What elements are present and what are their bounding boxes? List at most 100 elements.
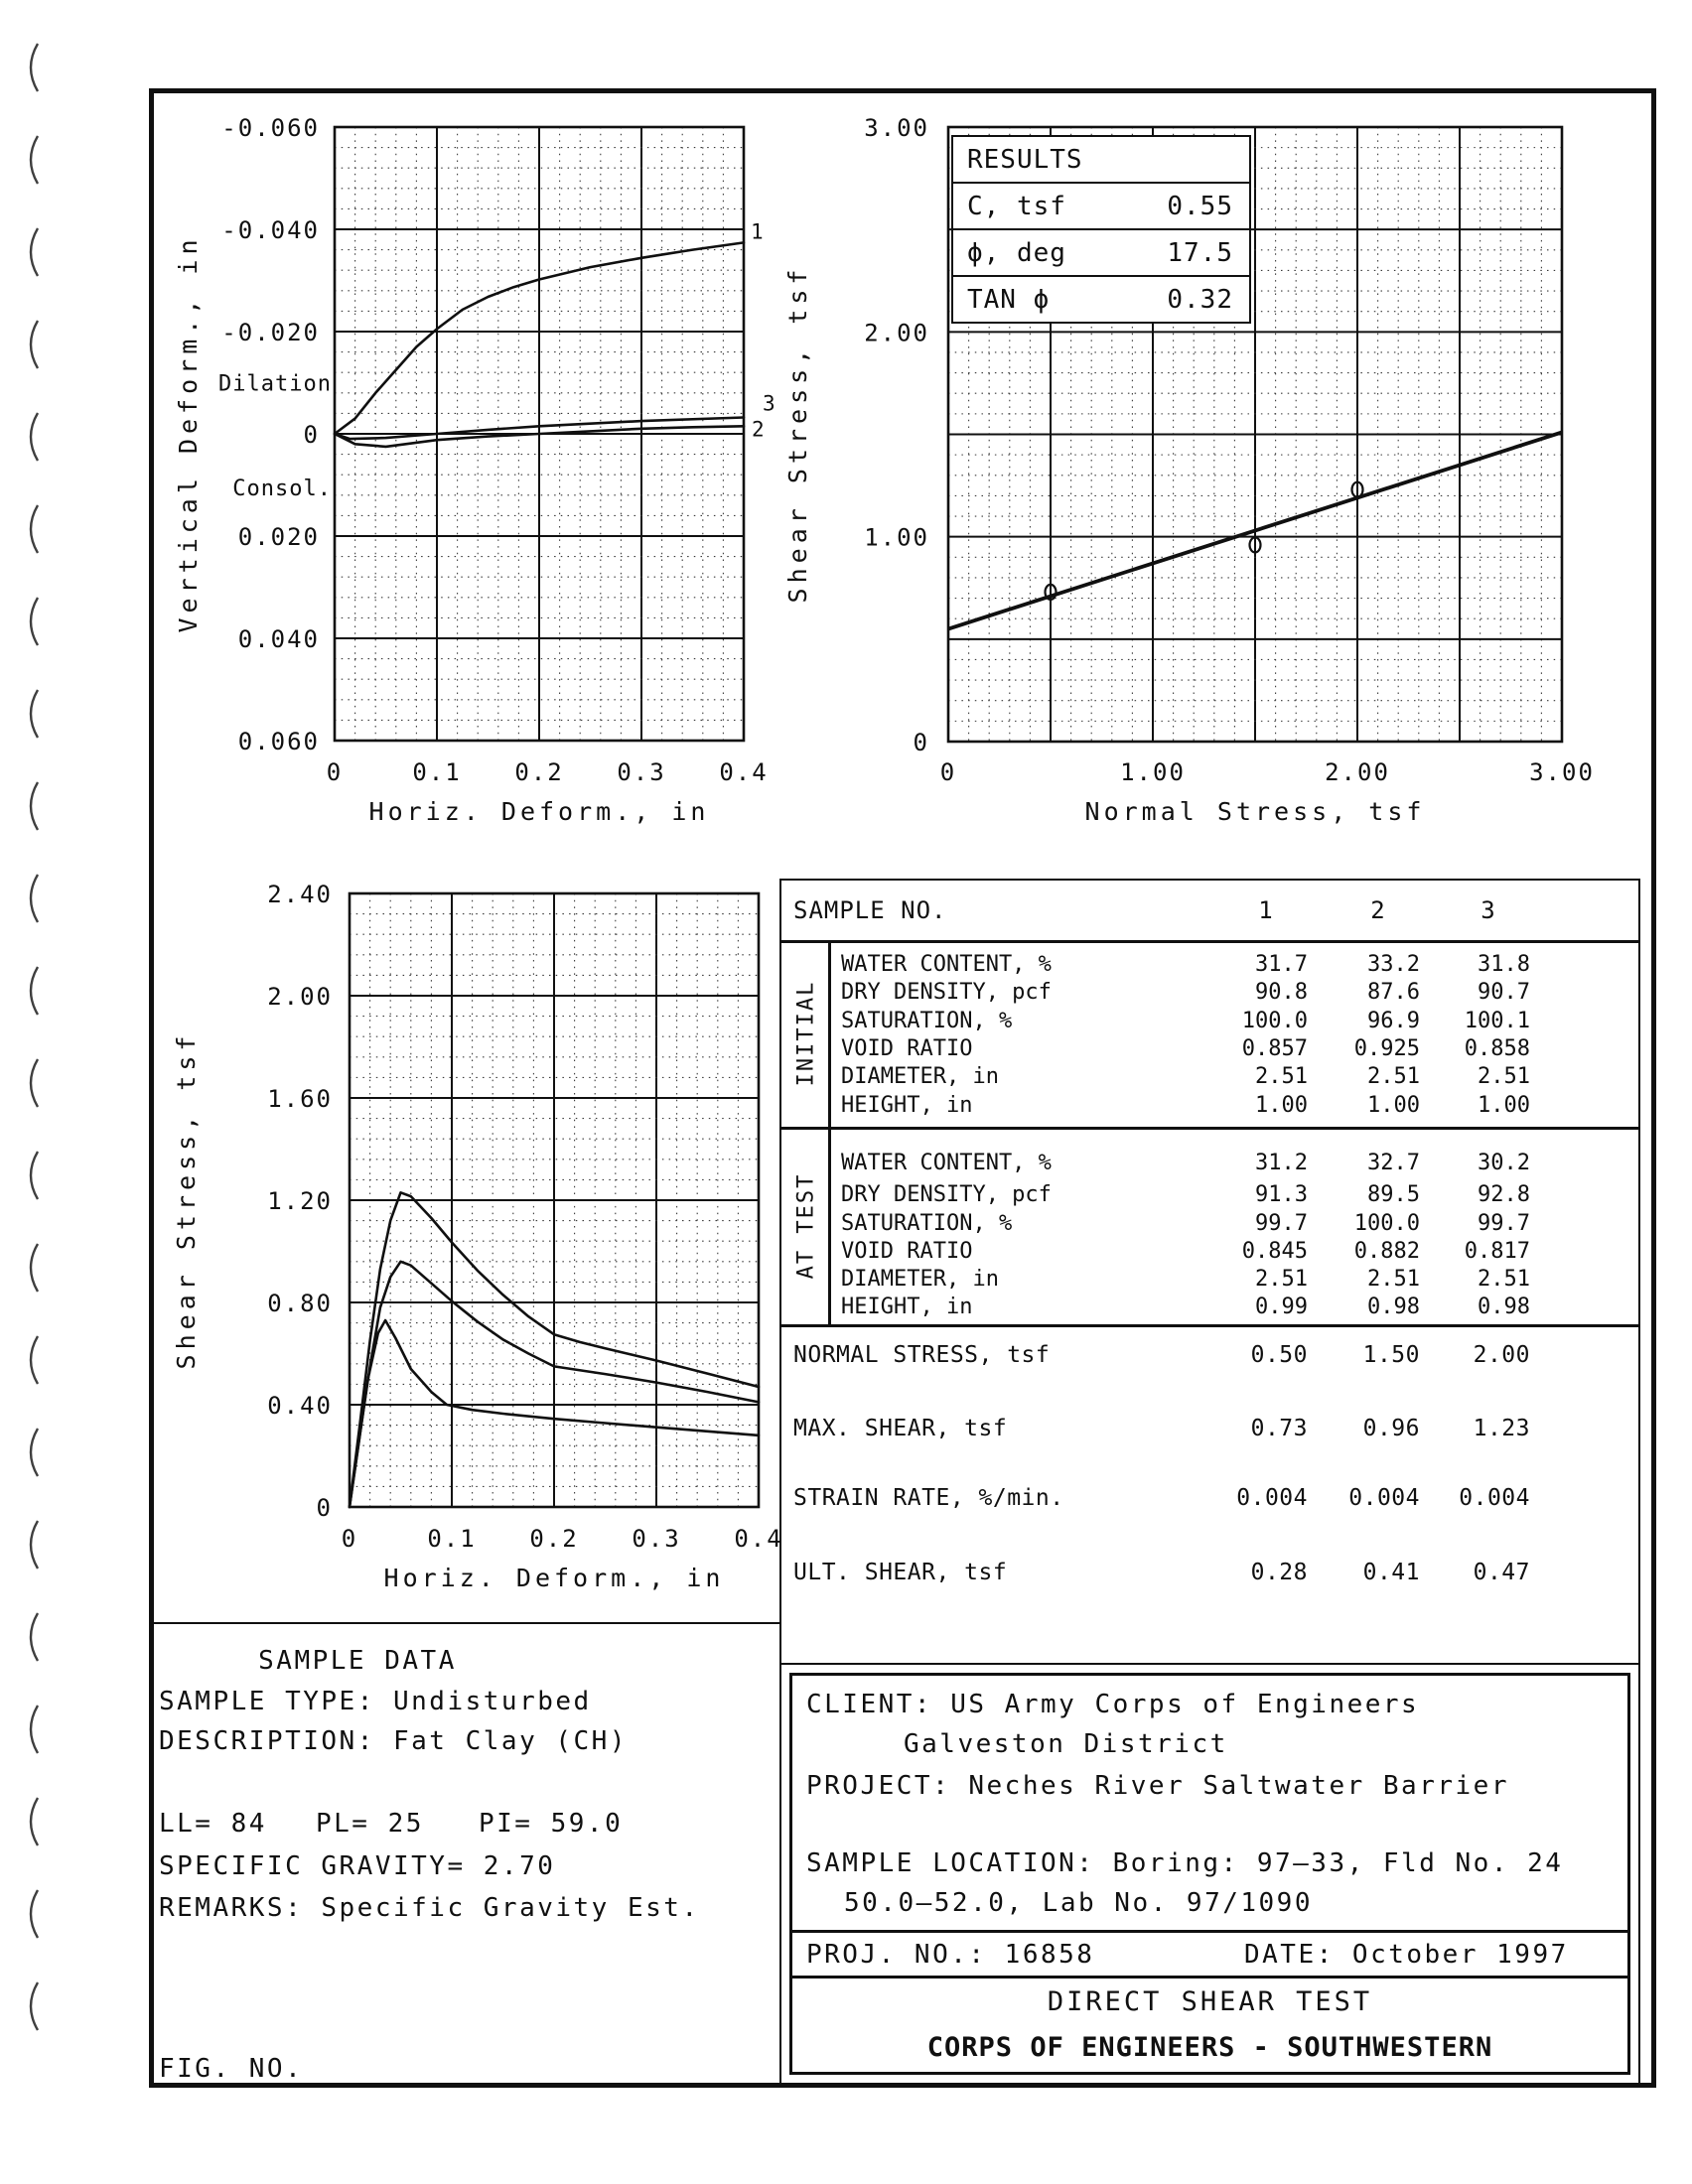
sample-type-line: SAMPLE TYPE: Undisturbed	[159, 1687, 592, 1716]
failure-envelope-chart: 3.00 2.00 1.00 00 1.00 2.00 3.00 Normal Stress,…	[783, 114, 1595, 826]
table-cell: 30.2	[1478, 1151, 1530, 1175]
sample-data-title: SAMPLE DATA	[258, 1646, 457, 1676]
y-tick-label: 2.00	[267, 983, 333, 1011]
section-label-at-test: AT TEST	[793, 1172, 819, 1279]
series-sample-3-peak-1.23	[348, 1191, 761, 1509]
y-tick-label: 3.00	[864, 114, 929, 142]
remarks-line: REMARKS: Specific Gravity Est.	[159, 1893, 700, 1923]
results-row-1-value: 17.5	[1167, 238, 1233, 268]
column-header-3: 3	[1480, 896, 1496, 924]
binder-mark	[29, 227, 40, 277]
results-title: RESULTS	[953, 137, 1249, 184]
data-point-marker	[1350, 480, 1364, 498]
binder-mark	[29, 1612, 40, 1662]
summary-row-label: MAX. SHEAR, tsf	[793, 1416, 1008, 1441]
results-row-1: ϕ, deg 17.5	[953, 230, 1249, 277]
x-tick-label: 0.3	[617, 758, 665, 786]
series-end-label: 2	[752, 417, 765, 441]
table-cell: 1.00	[1478, 1093, 1530, 1118]
binder-mark	[29, 320, 40, 369]
results-row-2-value: 0.32	[1167, 285, 1233, 315]
table-cell: 91.3	[1255, 1182, 1308, 1207]
y-tick-label: -0.040	[221, 216, 320, 244]
x-tick-label: 3.00	[1529, 758, 1595, 786]
data-point-marker	[1248, 536, 1262, 554]
y-axis-title: Shear Stress, tsf	[172, 1031, 201, 1370]
table-cell: 0.96	[1362, 1416, 1420, 1441]
binder-mark	[29, 43, 40, 92]
results-row-1-label: ϕ, deg	[967, 238, 1066, 268]
y-tick-label: 0.020	[238, 523, 320, 551]
results-row-2: TAN ϕ 0.32	[953, 277, 1249, 324]
table-cell: 0.99	[1255, 1295, 1308, 1319]
table-cell: 0.925	[1353, 1036, 1420, 1061]
row-label: DRY DENSITY, pcf	[841, 1182, 1052, 1207]
plasticity-index: PI= 59.0	[479, 1809, 624, 1839]
y-tick-label: 2.40	[267, 881, 333, 908]
y-tick-label: 2.00	[864, 319, 929, 346]
table-cell: 99.7	[1478, 1211, 1530, 1236]
table-cell: 90.7	[1478, 980, 1530, 1005]
table-cell: 32.7	[1367, 1151, 1420, 1175]
table-cell: 0.004	[1236, 1485, 1308, 1511]
table-cell: 1.50	[1362, 1342, 1420, 1368]
section-label-initial: INITIAL	[793, 980, 819, 1087]
binder-mark	[29, 1058, 40, 1108]
binder-mark	[29, 504, 40, 554]
y-tick-label: 0.060	[238, 728, 320, 755]
row-label: HEIGHT, in	[841, 1093, 973, 1118]
x-tick-label: 2.00	[1325, 758, 1390, 786]
x-tick-label: 0	[940, 758, 956, 786]
binder-marks	[29, 43, 40, 2031]
binder-mark	[29, 781, 40, 831]
results-row-0: C, tsf 0.55	[953, 184, 1249, 230]
binder-mark	[29, 1797, 40, 1846]
binder-mark	[29, 1705, 40, 1754]
series-end-label: 3	[763, 392, 776, 416]
x-tick-label: 0.3	[632, 1525, 680, 1553]
summary-row-label: STRAIN RATE, %/min.	[793, 1485, 1064, 1511]
y-tick-label: 1.00	[864, 524, 929, 552]
table-cell: 2.51	[1478, 1064, 1530, 1089]
table-cell: 0.41	[1362, 1560, 1420, 1585]
table-cell: 2.51	[1367, 1267, 1420, 1292]
binder-mark	[29, 135, 40, 185]
table-cell: 0.004	[1348, 1485, 1420, 1511]
project-title-block-inner: CLIENT: US Army Corps of Engineers Galve…	[789, 1673, 1630, 2075]
x-tick-label: 0	[342, 1525, 357, 1553]
binder-mark	[29, 1151, 40, 1200]
row-label: DIAMETER, in	[841, 1267, 999, 1292]
client-district-line: Galveston District	[904, 1729, 1228, 1759]
series-sample-3	[333, 416, 746, 441]
table-divider	[781, 1127, 1638, 1130]
fig-no-label: FIG. NO.	[159, 2054, 304, 2084]
x-tick-label: 0.4	[719, 758, 768, 786]
y-axis-title: Shear Stress, tsf	[783, 265, 812, 604]
table-divider	[781, 940, 1638, 943]
y-tick-label: 0	[304, 421, 320, 449]
table-cell: 0.73	[1250, 1416, 1308, 1441]
x-axis-title: Horiz. Deform., in	[369, 797, 710, 826]
x-tick-label: 0.2	[529, 1525, 578, 1553]
series-end-label: 1	[751, 219, 764, 243]
summary-row-label: ULT. SHEAR, tsf	[793, 1560, 1008, 1585]
series-sample-1-peak-0.73	[348, 1318, 761, 1509]
y-tick-label: 0.040	[238, 625, 320, 653]
summary-row-label: NORMAL STRESS, tsf	[793, 1342, 1051, 1368]
table-cell: 99.7	[1255, 1211, 1308, 1236]
shear-deform-chart: 2.40 2.00 1.60 1.20 0.80 0.40 00 0.1 0.2 0.3 0.4 Ho…	[172, 881, 781, 1592]
binder-mark	[29, 966, 40, 1016]
y-tick-label: 0.40	[267, 1392, 333, 1420]
table-cell: 0.882	[1353, 1239, 1420, 1264]
plot-border	[348, 891, 761, 1509]
y-tick-label: -0.020	[221, 319, 320, 346]
row-label: SATURATION, %	[841, 1009, 1013, 1033]
binder-mark	[29, 1981, 40, 2031]
sample-location-line2: 50.0–52.0, Lab No. 97/1090	[844, 1888, 1313, 1918]
table-cell: 1.00	[1367, 1093, 1420, 1118]
series-sample-2-peak-0.96	[348, 1260, 761, 1509]
table-cell: 100.1	[1464, 1009, 1530, 1033]
y-tick-label: -0.060	[221, 114, 320, 142]
